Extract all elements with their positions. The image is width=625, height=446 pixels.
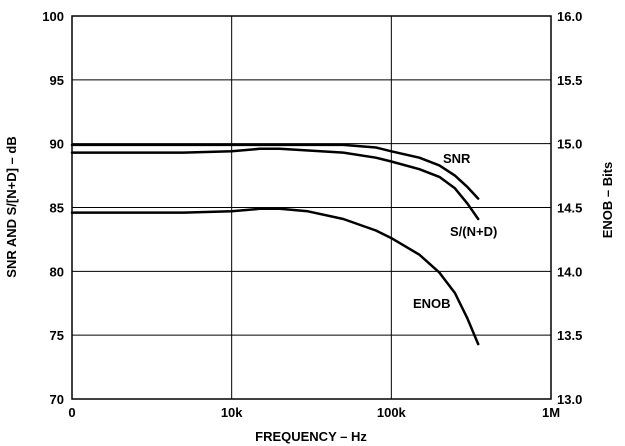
y-tick-label: 95: [50, 73, 64, 88]
series-label-enob: ENOB: [413, 296, 451, 311]
x-tick-label: 0: [68, 405, 75, 420]
grid: [72, 16, 551, 399]
y-tick-label: 70: [50, 392, 64, 407]
y2-tick-label: 16.0: [557, 9, 582, 24]
plot-frame: [71, 15, 552, 400]
y2-tick-label: 15.0: [557, 137, 582, 152]
series-line-s-n-d: [70, 147, 480, 221]
y2-axis-title: ENOB – Bits: [600, 162, 615, 239]
y2-tick-label: 15.5: [557, 73, 582, 88]
y2-tick-label: 14.5: [557, 201, 582, 216]
x-axis-title: FREQUENCY – Hz: [255, 429, 367, 444]
x-tick-label: 100k: [377, 405, 407, 420]
series-label-s-n-d: S/(N+D): [450, 224, 497, 239]
curves: [70, 143, 480, 346]
y-tick-label: 75: [50, 328, 64, 343]
y-tick-label: 80: [50, 264, 64, 279]
y2-tick-label: 14.0: [557, 264, 582, 279]
series-line-enob: [70, 207, 480, 346]
y-tick-label: 90: [50, 137, 64, 152]
y-tick-label: 85: [50, 201, 64, 216]
series-label-snr: SNR: [443, 151, 471, 166]
y2-tick-label: 13.5: [557, 328, 582, 343]
y2-tick-label: 13.0: [557, 392, 582, 407]
y-tick-label: 100: [42, 9, 64, 24]
x-tick-label: 10k: [221, 405, 243, 420]
y-axis-title: SNR AND S/[N+D] – dB: [4, 136, 19, 277]
series-labels: SNR S/(N+D) ENOB: [413, 151, 497, 311]
tick-labels: 0 10k 100k 1M 70 75 80 85 90 95 100 13.0 13.5 14.0 14.…: [42, 9, 582, 420]
series-line-snr: [70, 143, 480, 200]
x-tick-label: 1M: [542, 405, 560, 420]
